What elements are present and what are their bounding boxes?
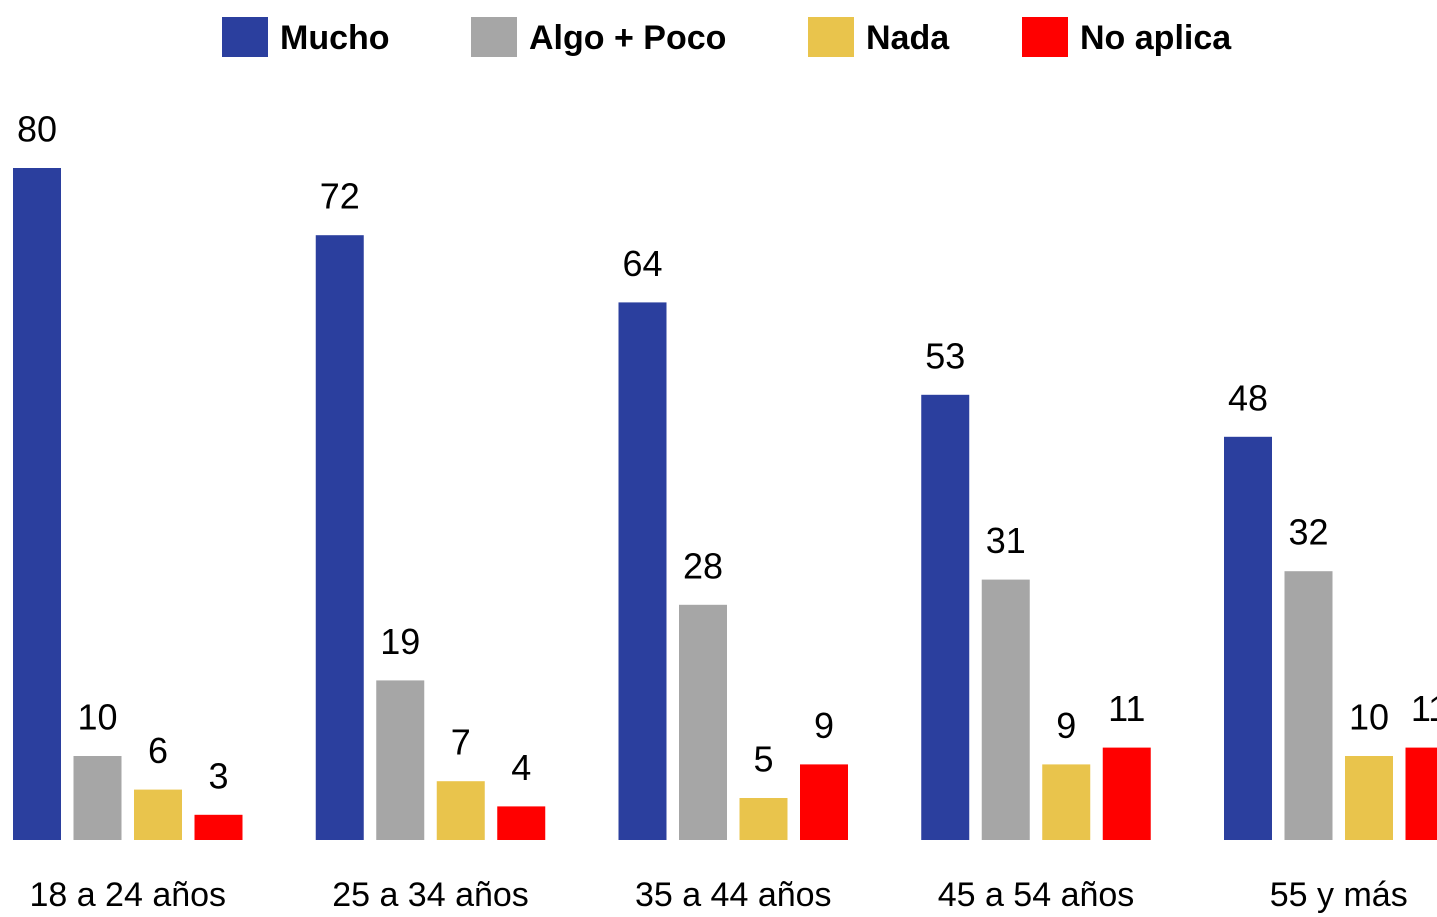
bar (194, 814, 243, 840)
data-label: 28 (683, 545, 723, 586)
bar (1224, 436, 1272, 840)
bar (679, 604, 727, 840)
legend-label: Nada (866, 19, 950, 57)
bar (73, 756, 122, 840)
bar (1284, 571, 1333, 840)
bar (1345, 756, 1393, 840)
x-tick-label: 45 a 54 años (938, 876, 1135, 914)
data-label: 7 (451, 722, 471, 763)
data-label: 5 (753, 739, 773, 780)
data-label: 31 (986, 520, 1026, 561)
bar (13, 168, 61, 840)
legend-swatch (471, 17, 517, 57)
data-label: 10 (1349, 697, 1389, 738)
legend-swatch (1022, 17, 1068, 57)
bar (134, 789, 182, 840)
data-label: 72 (320, 176, 360, 217)
bar (376, 680, 425, 840)
data-label: 32 (1288, 512, 1328, 553)
bar (1042, 764, 1091, 840)
legend-label: Mucho (280, 19, 390, 57)
bar (436, 781, 485, 840)
x-tick-label: 35 a 44 años (635, 876, 832, 914)
legend-label: No aplica (1080, 19, 1232, 57)
bar (981, 579, 1030, 840)
data-label: 19 (380, 621, 420, 662)
bar (1405, 747, 1437, 840)
legend-swatch (222, 17, 268, 57)
bar (497, 806, 546, 840)
legend-label: Algo + Poco (529, 19, 726, 57)
x-tick-label: 18 a 24 años (29, 876, 226, 914)
data-label: 3 (208, 755, 228, 796)
bar (921, 394, 970, 840)
data-label: 6 (148, 730, 168, 771)
data-label: 53 (925, 335, 965, 376)
data-label: 9 (814, 705, 834, 746)
data-label: 80 (17, 109, 57, 150)
data-label: 4 (511, 747, 531, 788)
bar (739, 798, 788, 840)
bar (800, 764, 848, 840)
data-label: 64 (622, 243, 662, 284)
data-label: 9 (1056, 705, 1076, 746)
data-label: 10 (77, 697, 117, 738)
x-tick-label: 25 a 34 años (332, 876, 529, 914)
legend-swatch (808, 17, 854, 57)
data-label: 11 (1411, 688, 1437, 729)
data-label: 11 (1108, 688, 1145, 729)
data-label: 48 (1228, 377, 1268, 418)
bar (618, 302, 667, 840)
x-tick-label: 55 y más (1270, 876, 1408, 914)
bar (315, 235, 364, 840)
bar (1102, 747, 1151, 840)
